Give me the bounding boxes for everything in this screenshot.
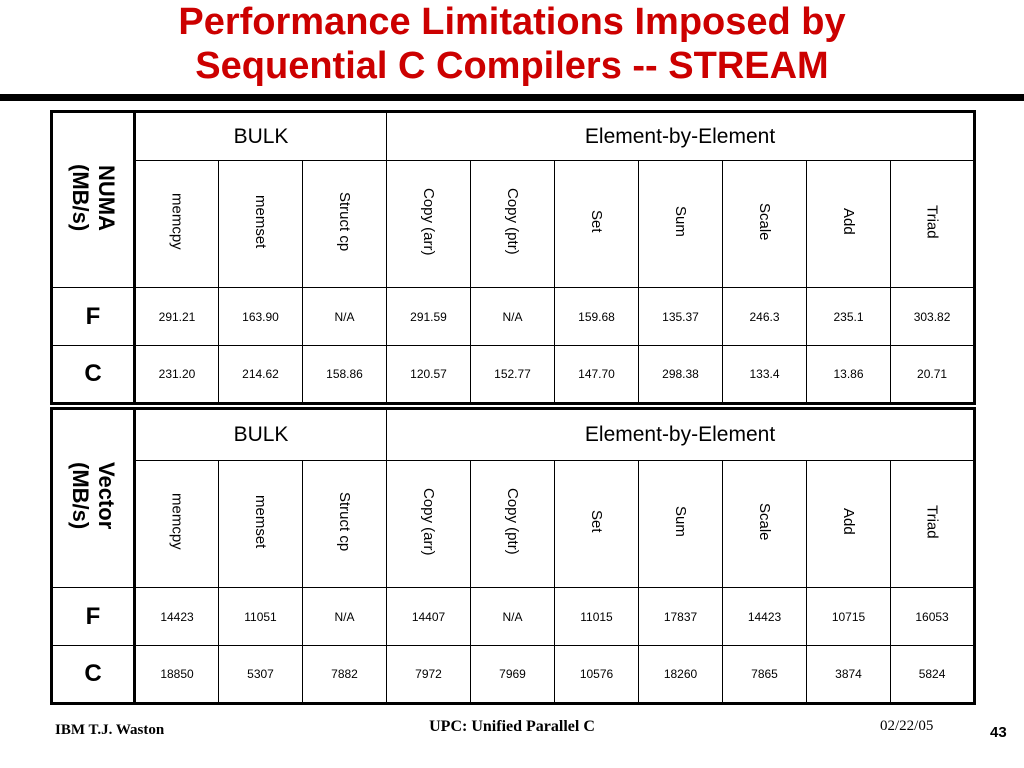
table-label: NUMA (MB/s) bbox=[67, 164, 119, 231]
data-cell: 246.3 bbox=[722, 287, 807, 346]
column-header: memset bbox=[218, 160, 303, 288]
data-cell: 5307 bbox=[218, 645, 303, 704]
data-cell: 133.4 bbox=[722, 345, 807, 404]
data-cell: 159.68 bbox=[554, 287, 639, 346]
column-header: memset bbox=[218, 460, 303, 588]
data-cell: 298.38 bbox=[638, 345, 723, 404]
data-cell: 7972 bbox=[386, 645, 471, 704]
group-header-element: Element-by-Element bbox=[385, 111, 976, 161]
data-cell: 163.90 bbox=[218, 287, 303, 346]
table-label-line-1: Vector bbox=[94, 462, 119, 530]
data-cell: 16053 bbox=[889, 587, 976, 646]
footer-title: UPC: Unified Parallel C bbox=[429, 718, 595, 735]
row-label: C bbox=[51, 345, 136, 404]
table-row: F 291.21 163.90 N/A 291.59 N/A 159.68 13… bbox=[51, 287, 976, 346]
table-label: Vector (MB/s) bbox=[67, 462, 119, 529]
data-cell: 135.37 bbox=[638, 287, 723, 346]
data-cell: 18260 bbox=[638, 645, 723, 704]
group-header-bulk: BULK bbox=[134, 111, 387, 161]
data-cell: 18850 bbox=[134, 645, 219, 704]
data-cell: 7865 bbox=[722, 645, 807, 704]
data-cell: 20.71 bbox=[889, 345, 976, 404]
data-cell: 291.21 bbox=[134, 287, 219, 346]
column-header: Set bbox=[554, 460, 639, 588]
page-number: 43 bbox=[990, 724, 1007, 741]
column-header: Scale bbox=[722, 460, 807, 588]
title-divider bbox=[0, 94, 1024, 101]
data-cell: N/A bbox=[302, 587, 387, 646]
data-cell: N/A bbox=[470, 587, 555, 646]
column-header: Sum bbox=[638, 460, 723, 588]
row-label: C bbox=[51, 645, 136, 704]
data-cell: 11051 bbox=[218, 587, 303, 646]
data-cell: 7882 bbox=[302, 645, 387, 704]
slide-title: Performance Limitations Imposed by Seque… bbox=[0, 0, 1024, 88]
table-label-line-2: (MB/s) bbox=[68, 163, 93, 232]
data-cell: 158.86 bbox=[302, 345, 387, 404]
data-cell: 235.1 bbox=[806, 287, 891, 346]
data-cell: 303.82 bbox=[889, 287, 976, 346]
data-cell: 3874 bbox=[806, 645, 891, 704]
data-cell: 152.77 bbox=[470, 345, 555, 404]
column-header: Sum bbox=[638, 160, 723, 288]
slide-title-line-1: Performance Limitations Imposed by bbox=[178, 1, 846, 43]
data-cell: 11015 bbox=[554, 587, 639, 646]
numa-table: NUMA (MB/s) BULK Element-by-Element memcp… bbox=[50, 110, 977, 405]
data-cell: 10576 bbox=[554, 645, 639, 704]
column-header: Copy (arr) bbox=[386, 460, 471, 588]
data-cell: N/A bbox=[470, 287, 555, 346]
data-cell: 13.86 bbox=[806, 345, 891, 404]
slide-title-line-2: Sequential C Compilers -- STREAM bbox=[195, 45, 829, 87]
data-cell: 10715 bbox=[806, 587, 891, 646]
column-header: Struct cp bbox=[302, 160, 387, 288]
column-header: Add bbox=[806, 460, 891, 588]
data-cell: 14407 bbox=[386, 587, 471, 646]
table-label-cell: Vector (MB/s) bbox=[51, 408, 136, 588]
data-cell: 120.57 bbox=[386, 345, 471, 404]
data-cell: 147.70 bbox=[554, 345, 639, 404]
data-cell: 5824 bbox=[889, 645, 976, 704]
data-cell: 14423 bbox=[722, 587, 807, 646]
group-header-element: Element-by-Element bbox=[385, 408, 976, 461]
footer-organization: IBM T.J. Waston bbox=[55, 722, 165, 738]
table-row: C 18850 5307 7882 7972 7969 10576 18260 … bbox=[51, 645, 976, 704]
data-cell: 214.62 bbox=[218, 345, 303, 404]
column-header: Copy (arr) bbox=[386, 160, 471, 288]
column-header: Copy (ptr) bbox=[470, 160, 555, 288]
row-label: F bbox=[51, 587, 136, 646]
column-header: Triad bbox=[889, 460, 976, 588]
data-cell: 14423 bbox=[134, 587, 219, 646]
row-label: F bbox=[51, 287, 136, 346]
column-header: Triad bbox=[889, 160, 976, 288]
data-cell: N/A bbox=[302, 287, 387, 346]
column-header: Scale bbox=[722, 160, 807, 288]
column-header: Copy (ptr) bbox=[470, 460, 555, 588]
data-cell: 291.59 bbox=[386, 287, 471, 346]
table-label-line-1: NUMA bbox=[94, 164, 119, 231]
group-header-bulk: BULK bbox=[134, 408, 387, 461]
data-cell: 231.20 bbox=[134, 345, 219, 404]
table-label-line-2: (MB/s) bbox=[68, 462, 93, 530]
column-header: Set bbox=[554, 160, 639, 288]
data-cell: 17837 bbox=[638, 587, 723, 646]
table-row: F 14423 11051 N/A 14407 N/A 11015 17837 … bbox=[51, 587, 976, 646]
data-cell: 7969 bbox=[470, 645, 555, 704]
vector-table: Vector (MB/s) BULK Element-by-Element mem… bbox=[50, 407, 977, 705]
table-label-cell: NUMA (MB/s) bbox=[51, 111, 136, 288]
table-row: C 231.20 214.62 158.86 120.57 152.77 147… bbox=[51, 345, 976, 404]
column-header: Struct cp bbox=[302, 460, 387, 588]
column-header: memcpy bbox=[134, 460, 219, 588]
column-header: Add bbox=[806, 160, 891, 288]
column-header: memcpy bbox=[134, 160, 219, 288]
footer-date: 02/22/05 bbox=[880, 718, 934, 734]
